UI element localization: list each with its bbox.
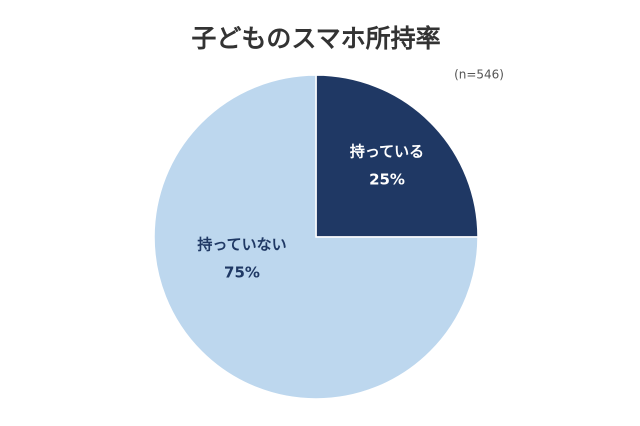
- pie-slice: [153, 74, 479, 400]
- chart-title: 子どものスマホ所持率: [191, 24, 440, 53]
- slice-label: 持っていない: [197, 236, 286, 254]
- slice-label: 持っている: [350, 142, 424, 160]
- pie-slice: [315, 74, 479, 238]
- value-label: 25%: [369, 170, 405, 188]
- chart-subtitle: (n=546): [454, 68, 504, 82]
- value-label: 75%: [224, 264, 260, 282]
